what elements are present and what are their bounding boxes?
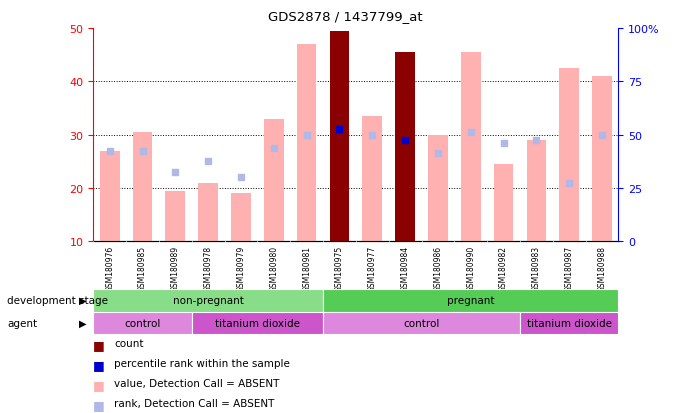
Text: GSM180990: GSM180990	[466, 245, 475, 292]
Bar	[520, 312, 618, 335]
Bar	[323, 289, 618, 312]
Bar	[264, 119, 283, 242]
Text: GSM180988: GSM180988	[598, 245, 607, 291]
Text: GSM180984: GSM180984	[401, 245, 410, 292]
Bar	[395, 53, 415, 242]
Text: GSM180975: GSM180975	[335, 245, 344, 292]
Bar	[231, 194, 251, 242]
Bar	[527, 140, 547, 242]
Bar	[192, 312, 323, 335]
Text: control: control	[404, 318, 439, 328]
Text: development stage: development stage	[7, 295, 108, 306]
Bar	[323, 312, 520, 335]
Bar	[133, 133, 153, 242]
Bar	[166, 191, 185, 242]
Text: agent: agent	[7, 318, 37, 328]
Text: GSM180985: GSM180985	[138, 245, 147, 292]
Text: GSM180982: GSM180982	[499, 245, 508, 291]
Text: pregnant: pregnant	[447, 295, 495, 306]
Text: value, Detection Call = ABSENT: value, Detection Call = ABSENT	[114, 378, 279, 388]
Text: ■: ■	[93, 358, 105, 371]
Bar	[560, 69, 579, 242]
Text: GSM180983: GSM180983	[532, 245, 541, 292]
Text: count: count	[114, 339, 144, 349]
Text: titanium dioxide: titanium dioxide	[215, 318, 300, 328]
Text: GSM180979: GSM180979	[236, 245, 245, 292]
Bar	[297, 45, 316, 242]
Bar	[592, 77, 612, 242]
Text: GSM180989: GSM180989	[171, 245, 180, 292]
Text: non-pregnant: non-pregnant	[173, 295, 244, 306]
Text: GSM180980: GSM180980	[269, 245, 278, 292]
Text: ■: ■	[93, 398, 105, 411]
Text: rank, Detection Call = ABSENT: rank, Detection Call = ABSENT	[114, 398, 274, 408]
Text: GSM180977: GSM180977	[368, 245, 377, 292]
Bar	[93, 312, 192, 335]
Text: control: control	[124, 318, 161, 328]
Bar	[363, 116, 382, 242]
Text: percentile rank within the sample: percentile rank within the sample	[114, 358, 290, 368]
Text: GSM180986: GSM180986	[433, 245, 442, 292]
Bar	[461, 53, 481, 242]
Text: ■: ■	[93, 378, 105, 391]
Bar	[493, 164, 513, 242]
Text: ▶: ▶	[79, 295, 86, 306]
Text: GSM180981: GSM180981	[302, 245, 311, 291]
Text: GDS2878 / 1437799_at: GDS2878 / 1437799_at	[268, 10, 423, 23]
Text: GSM180976: GSM180976	[105, 245, 114, 292]
Bar	[198, 183, 218, 242]
Bar	[330, 31, 350, 242]
Text: GSM180978: GSM180978	[204, 245, 213, 292]
Text: titanium dioxide: titanium dioxide	[527, 318, 612, 328]
Bar	[100, 151, 120, 242]
Bar	[428, 135, 448, 242]
Text: GSM180987: GSM180987	[565, 245, 574, 292]
Bar	[93, 289, 323, 312]
Text: ▶: ▶	[79, 318, 86, 328]
Text: ■: ■	[93, 339, 105, 351]
